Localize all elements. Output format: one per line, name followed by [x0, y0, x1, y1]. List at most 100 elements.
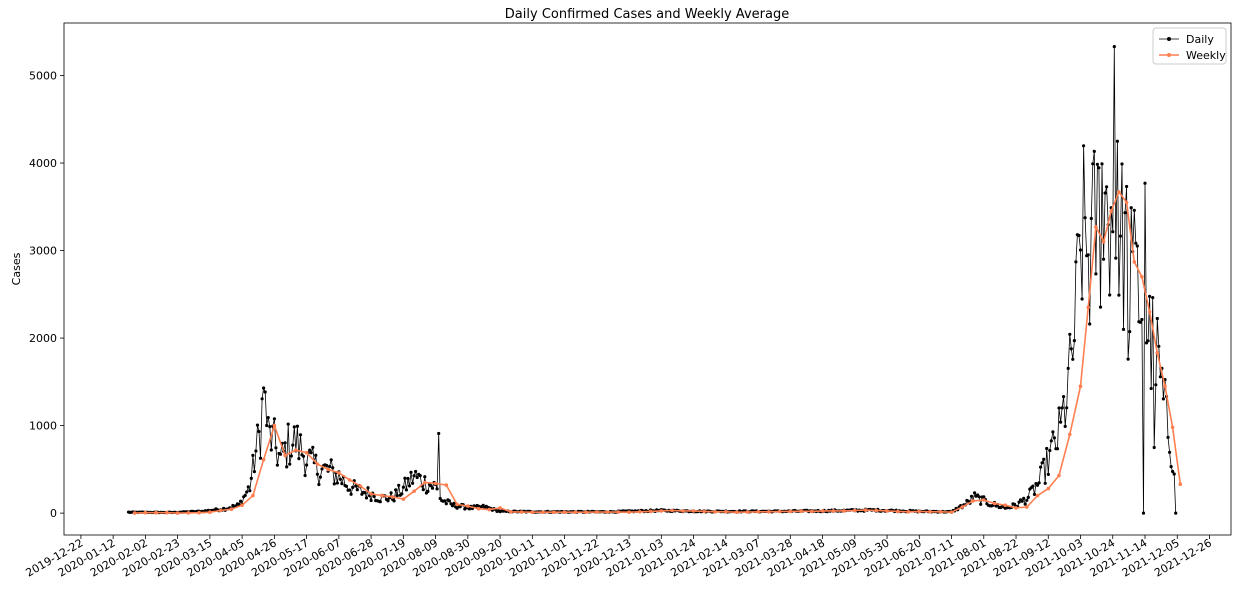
weekly-point [1109, 209, 1113, 213]
daily-point [266, 416, 270, 420]
weekly-point [1086, 305, 1090, 310]
daily-point [328, 464, 332, 469]
weekly-point [509, 510, 513, 514]
daily-point [1148, 294, 1152, 298]
daily-point [1037, 481, 1041, 485]
weekly-point [519, 510, 524, 514]
daily-point [1040, 461, 1044, 465]
daily-point [1035, 483, 1040, 487]
daily-point [403, 476, 407, 480]
weekly-point [401, 497, 406, 501]
daily-point [458, 505, 462, 509]
daily-point [1071, 357, 1075, 361]
daily-point [1166, 435, 1170, 439]
daily-point [1098, 305, 1103, 309]
daily-point [415, 475, 419, 480]
daily-point [1140, 317, 1144, 322]
chart-title: Daily Confirmed Cases and Weekly Average [505, 7, 789, 22]
daily-point [418, 474, 422, 478]
daily-point [378, 500, 382, 504]
weekly-point [251, 493, 255, 498]
daily-point [400, 492, 404, 496]
weekly-point [1035, 493, 1040, 498]
weekly-point [1003, 503, 1008, 508]
weekly-point [724, 510, 728, 514]
weekly-point [1140, 275, 1144, 279]
daily-point [1082, 144, 1086, 148]
daily-point [426, 489, 430, 493]
weekly-point [208, 510, 212, 514]
weekly-point [616, 510, 621, 514]
daily-point [1069, 347, 1073, 351]
weekly-point [552, 510, 556, 514]
daily-point [262, 386, 266, 390]
weekly-point [1101, 240, 1106, 244]
weekly-point [1155, 351, 1160, 355]
weekly-point [659, 509, 664, 513]
daily-point [1154, 383, 1158, 387]
weekly-point [412, 489, 416, 494]
daily-point [1172, 472, 1176, 476]
daily-point [317, 482, 321, 487]
daily-point [351, 485, 355, 489]
daily-point [389, 491, 393, 495]
daily-point [349, 492, 353, 496]
daily-point [298, 433, 303, 437]
daily-point [1057, 406, 1061, 410]
daily-point [1121, 327, 1126, 331]
daily-point [311, 445, 315, 449]
daily-point [338, 477, 342, 481]
daily-point [1032, 492, 1037, 496]
daily-point [1102, 257, 1106, 261]
daily-point [1108, 293, 1112, 297]
daily-point [1055, 447, 1060, 451]
weekly-point [928, 510, 932, 514]
weekly-point [702, 509, 707, 514]
plot-area [63, 22, 1232, 536]
daily-point [1078, 248, 1083, 252]
weekly-point [1025, 505, 1029, 509]
weekly-point [788, 509, 793, 514]
daily-point [423, 475, 427, 479]
daily-point [1083, 216, 1087, 220]
daily-point [1026, 495, 1030, 499]
daily-point [1171, 469, 1175, 474]
daily-point [443, 499, 447, 503]
weekly-point [337, 471, 341, 475]
daily-point [344, 484, 349, 488]
daily-point [401, 485, 405, 489]
daily-point [1042, 457, 1046, 461]
daily-point [1151, 296, 1155, 300]
daily-point [1039, 465, 1043, 469]
weekly-point [197, 510, 201, 515]
weekly-point [1132, 260, 1137, 264]
weekly-point [272, 423, 277, 428]
daily-point [395, 494, 399, 498]
daily-point [260, 397, 264, 401]
daily-point [1157, 344, 1161, 348]
weekly-point [1068, 432, 1072, 437]
daily-point [272, 417, 276, 421]
weekly-point [433, 481, 438, 486]
y-tick-label: 2000 [29, 332, 57, 345]
weekly-point [734, 510, 739, 514]
daily-point [243, 493, 247, 497]
daily-point [320, 467, 324, 471]
weekly-point [896, 509, 900, 514]
weekly-point [627, 510, 631, 514]
weekly-point [874, 508, 879, 513]
daily-point [1111, 230, 1115, 234]
weekly-point [982, 498, 986, 502]
daily-series [126, 45, 1178, 515]
daily-point [1168, 450, 1172, 454]
daily-point [1132, 208, 1136, 212]
weekly-point [949, 510, 954, 514]
daily-point [1125, 184, 1129, 189]
daily-point [366, 486, 370, 490]
daily-point [248, 489, 252, 493]
weekly-point [132, 511, 137, 515]
weekly-point [423, 480, 427, 485]
weekly-point [638, 510, 642, 514]
weekly-point [906, 510, 911, 514]
daily-point [1161, 397, 1165, 401]
